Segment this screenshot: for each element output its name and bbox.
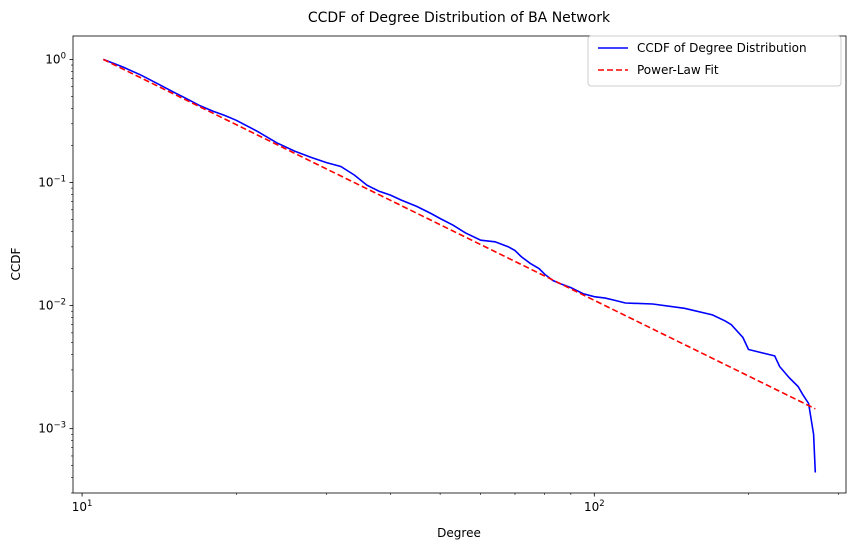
legend-box <box>587 35 842 87</box>
plot-area <box>72 35 847 494</box>
series-layer <box>102 58 817 473</box>
x-tick-label: 101 <box>72 499 93 514</box>
series-line-fit <box>102 58 816 410</box>
y-tick-label: 10−2 <box>38 298 66 313</box>
x-axis: 101 102 <box>72 493 840 514</box>
y-tick-label: 10−1 <box>38 174 66 189</box>
legend: CCDF of Degree Distribution Power-Law Fi… <box>587 35 842 87</box>
y-axis: 100 10−1 10−2 10−3 <box>38 51 73 494</box>
x-axis-label: Degree <box>437 526 481 540</box>
legend-label-ccdf: CCDF of Degree Distribution <box>637 41 807 55</box>
legend-label-fit: Power-Law Fit <box>637 63 719 77</box>
y-tick-label: 100 <box>45 51 66 66</box>
y-axis-label: CCDF <box>9 247 23 280</box>
y-tick-label: 10−3 <box>38 421 66 436</box>
series-line-ccdf <box>103 58 817 473</box>
x-tick-label: 102 <box>584 499 605 514</box>
chart-title: CCDF of Degree Distribution of BA Networ… <box>308 10 611 26</box>
